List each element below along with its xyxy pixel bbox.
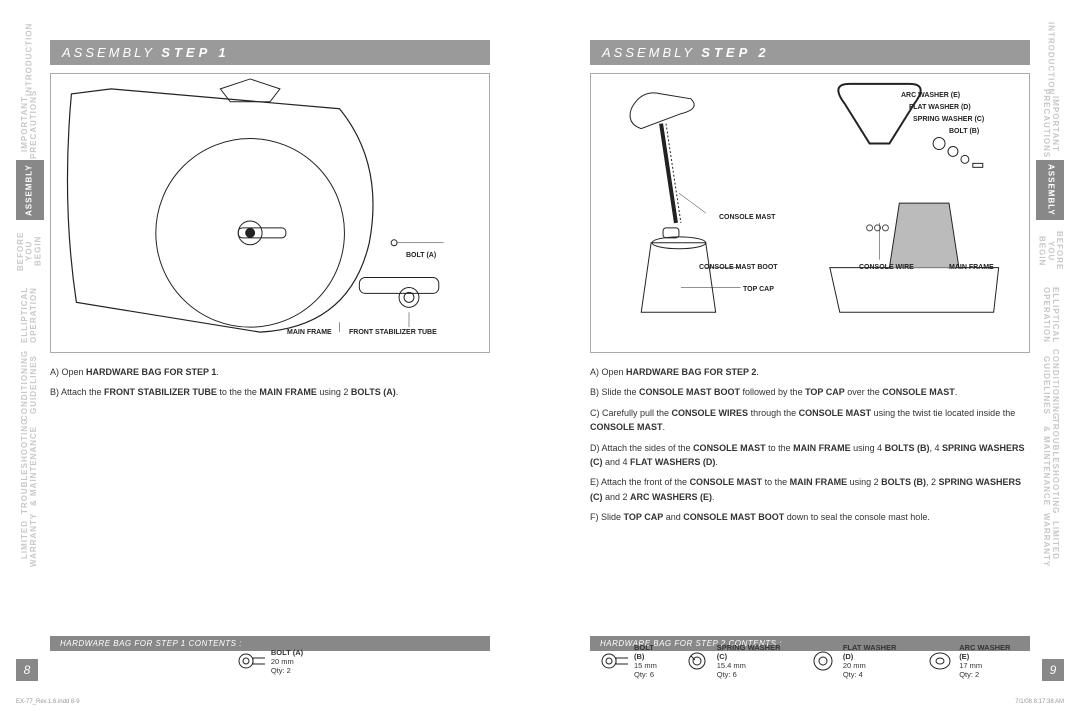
diagram-label: CONSOLE MAST BOOT [699, 264, 778, 271]
section-tabs-right: INTRODUCTIONIMPORTANTPRECAUTIONSASSEMBLY… [1036, 30, 1064, 680]
hardware-item: BOLT (B)15 mmQty: 6 [600, 643, 664, 679]
header-step: STEP 2 [701, 45, 769, 60]
hardware-icon [684, 650, 711, 672]
print-footer-right: 7/1/08 8:17:38 AM [1015, 699, 1064, 705]
instructions-step2: A) Open HARDWARE BAG FOR STEP 2.B) Slide… [590, 365, 1030, 525]
header-step: STEP 1 [161, 45, 229, 60]
section-tab: LIMITEDWARRANTY [1036, 510, 1064, 570]
page-number-right: 9 [1042, 659, 1064, 681]
diagram-label: BOLT (A) [406, 252, 436, 259]
print-footer-left: EX-77_Rev.1.6.indd 8-9 [16, 699, 80, 705]
hardware-item: ARC WASHER (E)17 mmQty: 2 [926, 643, 1020, 679]
section-tab: LIMITEDWARRANTY [16, 510, 44, 570]
section-tab: IMPORTANTPRECAUTIONS [1036, 88, 1064, 160]
diagram-label: FRONT STABILIZER TUBE [349, 329, 437, 336]
hardware-item: SPRING WASHER (C)15.4 mmQty: 6 [684, 643, 790, 679]
diagram-label: CONSOLE WIRE [859, 264, 914, 271]
page-number-left: 8 [16, 659, 38, 681]
section-tab: CONDITIONINGGUIDELINES [1036, 348, 1064, 422]
hardware-icon [600, 650, 628, 672]
section-tab: ASSEMBLY [16, 160, 44, 220]
section-tab: ASSEMBLY [1036, 160, 1064, 220]
assembly-diagram-1: BOLT (A) MAIN FRAME FRONT STABILIZER TUBE [50, 73, 490, 353]
section-tab: INTRODUCTION [1036, 30, 1064, 88]
section-tab: TROUBLESHOOTING& MAINTENANCE [16, 422, 44, 510]
hardware-item: BOLT (A)20 mmQty: 2 [237, 648, 303, 675]
diagram-label: CONSOLE MAST [719, 214, 775, 221]
step-header-2: ASSEMBLY STEP 2 [590, 40, 1030, 65]
hardware-icon [926, 650, 953, 672]
hardware-label: BOLT (B)15 mmQty: 6 [634, 643, 664, 679]
section-tab: BEFOREYOU BEGIN [1036, 220, 1064, 282]
diagram-label: BOLT (B) [949, 128, 979, 135]
section-tabs-left: INTRODUCTIONIMPORTANTPRECAUTIONSASSEMBLY… [16, 30, 44, 680]
header-prefix: ASSEMBLY [62, 45, 161, 60]
hardware-label: FLAT WASHER (D)20 mmQty: 4 [843, 643, 906, 679]
diagram-svg [51, 74, 489, 352]
diagram-label: SPRING WASHER (C) [913, 116, 984, 123]
hardware-icon [237, 650, 265, 672]
hardware-label: BOLT (A)20 mmQty: 2 [271, 648, 303, 675]
section-tab: TROUBLESHOOTING& MAINTENANCE [1036, 422, 1064, 510]
hardware-label: ARC WASHER (E)17 mmQty: 2 [959, 643, 1020, 679]
section-tab: INTRODUCTION [16, 30, 44, 88]
step-header-1: ASSEMBLY STEP 1 [50, 40, 490, 65]
diagram-label: FLAT WASHER (D) [909, 104, 971, 111]
section-tab: BEFOREYOU BEGIN [16, 220, 44, 282]
section-tab: ELLIPTICALOPERATION [1036, 282, 1064, 348]
section-tab: CONDITIONINGGUIDELINES [16, 348, 44, 422]
hardware-icon [810, 650, 837, 672]
assembly-diagram-2: ARC WASHER (E) FLAT WASHER (D) SPRING WASH… [590, 73, 1030, 353]
diagram-label: MAIN FRAME [287, 329, 332, 336]
diagram-label: MAIN FRAME [949, 264, 994, 271]
section-tab: IMPORTANTPRECAUTIONS [16, 88, 44, 160]
header-prefix: ASSEMBLY [602, 45, 701, 60]
hardware-row-2: BOLT (B)15 mmQty: 6 SPRING WASHER (C)15.4… [590, 641, 1030, 681]
hardware-item: FLAT WASHER (D)20 mmQty: 4 [810, 643, 906, 679]
page-right: INTRODUCTIONIMPORTANTPRECAUTIONSASSEMBLY… [540, 0, 1080, 711]
page-left: INTRODUCTIONIMPORTANTPRECAUTIONSASSEMBLY… [0, 0, 540, 711]
hardware-row-1: BOLT (A)20 mmQty: 2 [50, 641, 490, 681]
diagram-label: TOP CAP [743, 286, 774, 293]
instructions-step1: A) Open HARDWARE BAG FOR STEP 1.B) Attac… [50, 365, 490, 400]
page-spread: INTRODUCTIONIMPORTANTPRECAUTIONSASSEMBLY… [0, 0, 1080, 711]
hardware-label: SPRING WASHER (C)15.4 mmQty: 6 [717, 643, 790, 679]
diagram-label: ARC WASHER (E) [901, 92, 960, 99]
section-tab: ELLIPTICALOPERATION [16, 282, 44, 348]
